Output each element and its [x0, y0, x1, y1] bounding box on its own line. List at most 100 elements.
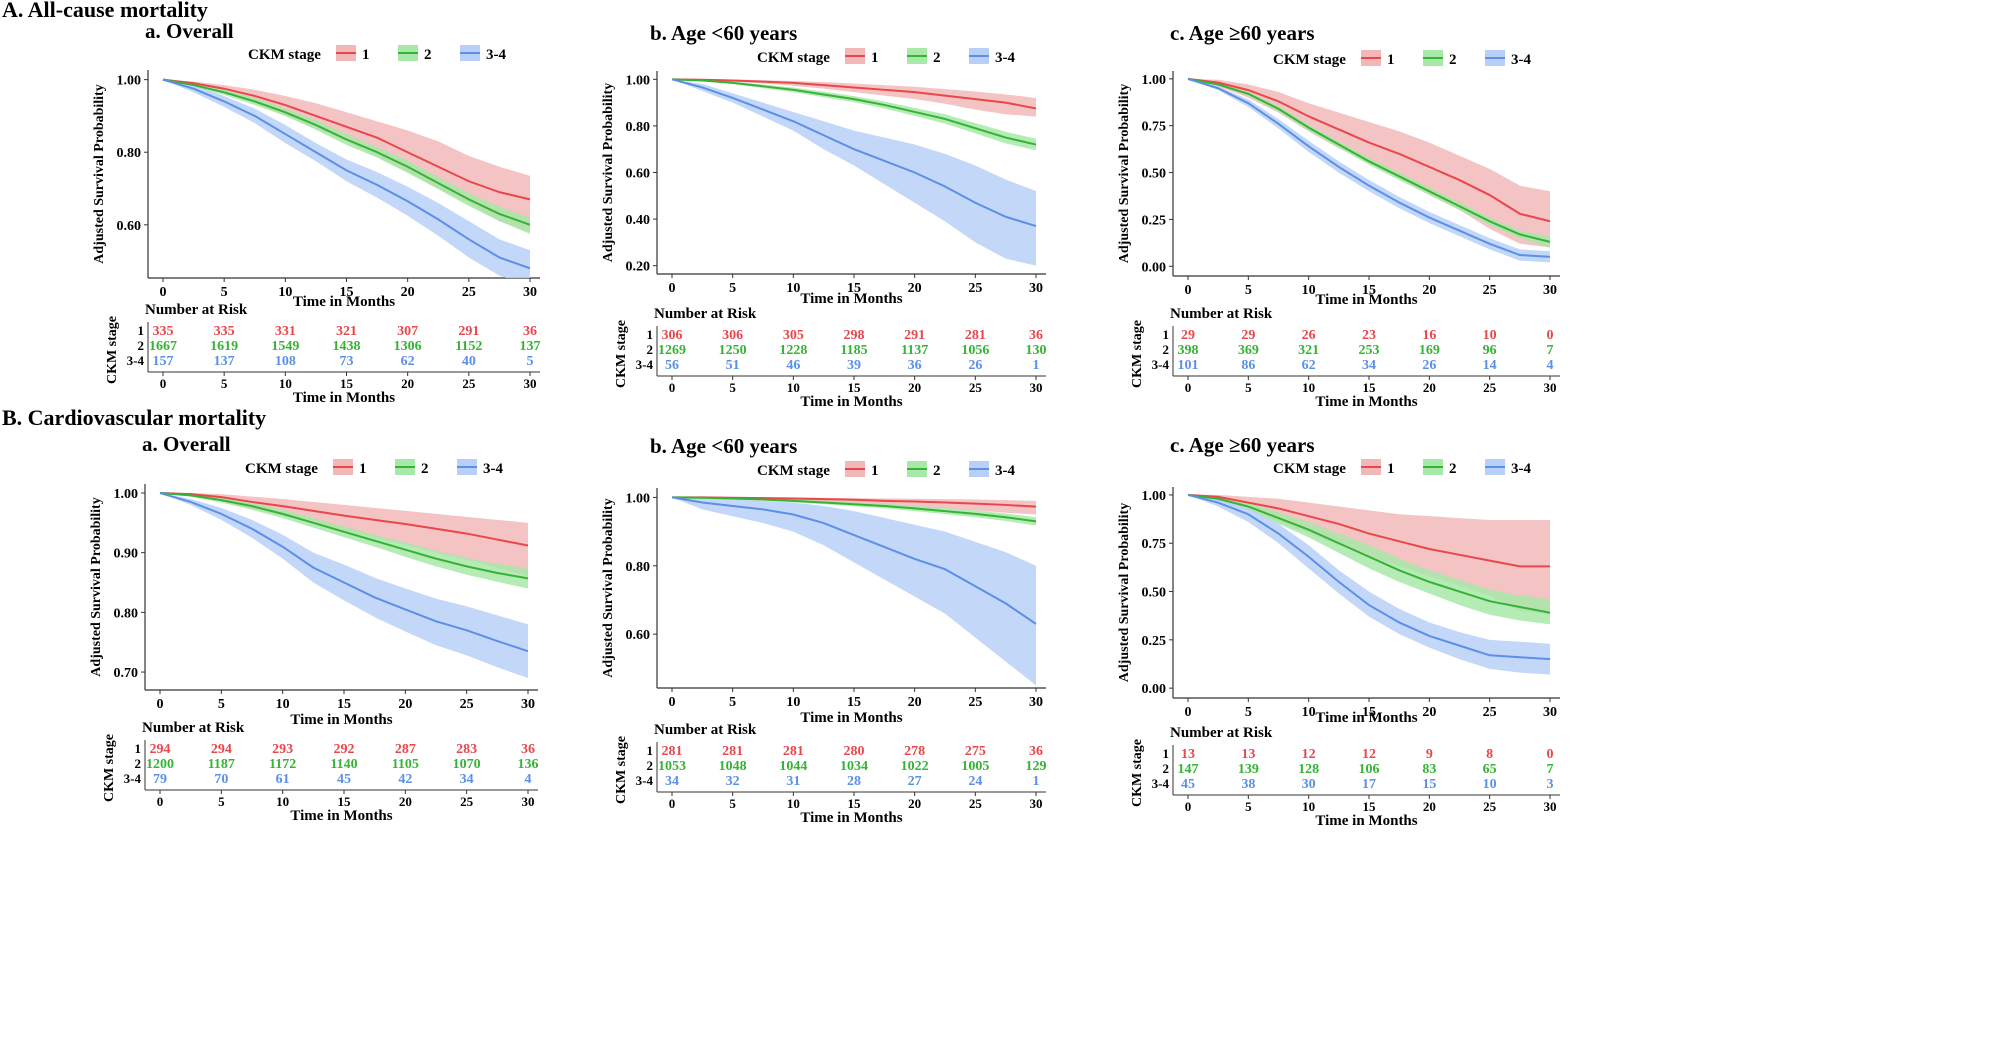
ci-band-stage-3-4	[672, 497, 1036, 686]
risk-count: 1438	[333, 339, 361, 354]
risk-count: 5	[527, 354, 534, 369]
risk-count: 128	[1298, 762, 1319, 777]
x-axis-label: Time in Months	[800, 291, 902, 307]
survival-line-stage-3-4	[671, 496, 1037, 625]
risk-count: 137	[520, 339, 541, 354]
ci-band-stage-3-4	[1188, 494, 1550, 675]
y-tick-label: 0.70	[114, 666, 139, 681]
risk-count: 40	[462, 354, 476, 369]
legend-label-3-4: 3-4	[995, 50, 1015, 66]
ci-band-stage-3-4	[163, 79, 530, 278]
section-title-all-cause: A. All-cause mortality	[2, 0, 208, 22]
risk-count: 278	[904, 744, 925, 759]
legend-title: CKM stage	[757, 50, 830, 66]
risk-count: 335	[214, 324, 235, 339]
risk-count: 13	[1241, 747, 1255, 762]
y-tick-label: 1.00	[1142, 73, 1167, 88]
x-tick-label: 25	[460, 697, 474, 712]
y-tick-label: 0.80	[114, 606, 139, 621]
x-tick-label: 25	[1483, 705, 1497, 720]
y-tick-label: 0.25	[1142, 213, 1167, 228]
x-tick-label: 10	[786, 695, 800, 710]
legend-label-1: 1	[362, 47, 370, 63]
y-axis-label: Adjusted Survival Probability	[89, 497, 104, 676]
x-tick-label: 5	[1245, 283, 1252, 298]
risk-count: 34	[460, 772, 474, 787]
risk-count: 42	[398, 772, 412, 787]
risk-table-title: Number at Risk	[145, 302, 248, 318]
risk-count: 291	[904, 328, 925, 343]
risk-x-tick-label: 0	[1185, 380, 1192, 395]
risk-x-tick-label: 20	[908, 380, 921, 395]
risk-count: 7	[1547, 762, 1554, 777]
x-tick-label: 0	[669, 281, 676, 296]
risk-row-label-2: 2	[647, 758, 654, 773]
risk-count: 298	[844, 328, 865, 343]
legend: CKM stage 1 2 3-4	[1273, 50, 1531, 68]
risk-count: 4	[525, 772, 532, 787]
risk-x-tick-label: 20	[401, 376, 414, 391]
risk-count: 281	[783, 744, 804, 759]
risk-x-tick-label: 30	[1544, 799, 1557, 814]
plot-area	[671, 496, 1037, 686]
risk-x-axis-label: Time in Months	[293, 390, 395, 406]
risk-count: 1140	[330, 757, 357, 772]
risk-count: 34	[665, 774, 679, 789]
risk-x-tick-label: 0	[1185, 799, 1192, 814]
risk-count: 1306	[394, 339, 422, 354]
risk-count: 1005	[961, 759, 989, 774]
risk-count: 1185	[840, 343, 867, 358]
y-tick-label: 1.00	[114, 487, 139, 502]
risk-count: 73	[340, 354, 354, 369]
risk-count: 62	[1302, 358, 1316, 373]
risk-row-label-3-4: 3-4	[124, 771, 142, 786]
y-tick-label: 0.75	[1142, 120, 1167, 135]
legend-title: CKM stage	[248, 47, 321, 63]
risk-count: 335	[153, 324, 174, 339]
risk-count: 24	[968, 774, 982, 789]
x-tick-label: 20	[908, 695, 922, 710]
y-tick-label: 0.75	[1142, 537, 1167, 552]
risk-count: 32	[726, 774, 740, 789]
x-tick-label: 25	[968, 695, 982, 710]
risk-count: 294	[150, 742, 171, 757]
risk-y-axis-label: CKM stage	[614, 736, 629, 804]
ci-band-stage-2	[1188, 78, 1550, 248]
risk-count: 0	[1547, 328, 1554, 343]
survival-line-stage-3-4	[1187, 493, 1551, 661]
risk-count: 36	[1029, 744, 1043, 759]
risk-y-axis-label: CKM stage	[1130, 739, 1145, 807]
legend-label-3-4: 3-4	[486, 47, 506, 63]
risk-count: 36	[523, 324, 537, 339]
x-axis-label: Time in Months	[1315, 710, 1417, 726]
x-tick-label: 20	[908, 281, 922, 296]
risk-count: 36	[908, 358, 922, 373]
x-tick-label: 20	[1422, 705, 1436, 720]
risk-row-label-3-4: 3-4	[127, 353, 145, 368]
risk-count: 12	[1362, 747, 1376, 762]
y-axis-label: Adjusted Survival Probability	[1117, 84, 1132, 263]
risk-count: 1269	[658, 343, 686, 358]
x-tick-label: 30	[521, 697, 535, 712]
survival-line-stage-3-4	[671, 78, 1037, 228]
risk-count: 369	[1238, 343, 1259, 358]
survival-line-stage-1	[1187, 77, 1551, 223]
x-tick-label: 10	[1302, 283, 1316, 298]
risk-count: 38	[1241, 777, 1255, 792]
risk-count: 15	[1422, 777, 1436, 792]
risk-count: 398	[1178, 343, 1199, 358]
panel-title: a. Overall	[142, 432, 231, 456]
legend: CKM stage 1 2 3-4	[757, 461, 1015, 479]
risk-count: 0	[1547, 747, 1554, 762]
risk-count: 281	[722, 744, 743, 759]
y-axis-label: Adjusted Survival Probability	[601, 83, 616, 262]
survival-line-stage-3-4	[1187, 77, 1551, 258]
survival-line-stage-2	[162, 78, 531, 226]
y-tick-label: 1.00	[1142, 489, 1167, 504]
risk-count: 1034	[840, 759, 868, 774]
